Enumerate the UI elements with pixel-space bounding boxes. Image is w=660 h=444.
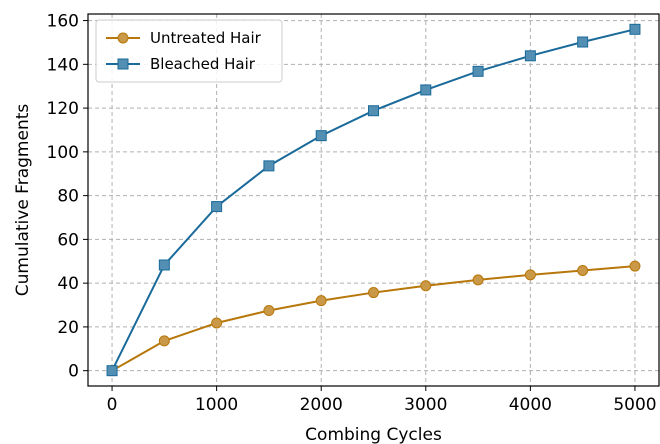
data-point-bleached-hair (211, 201, 223, 213)
data-point-untreated-hair (577, 264, 589, 276)
data-point-bleached-hair (315, 130, 327, 142)
data-point-bleached-hair (577, 36, 589, 48)
legend: Untreated Hair Bleached Hair (95, 19, 283, 83)
y-tick-label: 100 (47, 143, 79, 163)
x-tick-label: 3000 (404, 395, 447, 415)
data-point-untreated-hair (368, 287, 379, 299)
y-tick-label: 140 (47, 55, 79, 75)
data-point-untreated-hair (629, 260, 641, 272)
data-point-untreated-hair (524, 269, 536, 281)
x-axis-title: Combing Cycles (305, 425, 442, 444)
y-tick-label: 80 (57, 187, 79, 207)
legend-swatch-marker (117, 32, 129, 44)
series-bleached-hair (106, 23, 641, 377)
data-point-bleached-hair (263, 160, 275, 172)
data-point-bleached-hair (368, 105, 379, 117)
y-axis-title: Cumulative Fragments (13, 104, 33, 297)
legend-swatch-marker (117, 58, 129, 70)
data-point-untreated-hair (472, 274, 484, 286)
data-point-untreated-hair (211, 317, 223, 329)
data-point-untreated-hair (315, 295, 327, 307)
legend-entry-untreated-hair: Untreated Hair (106, 29, 262, 47)
x-tick-label: 2000 (300, 395, 343, 415)
legend-box (95, 19, 283, 83)
data-point-untreated-hair (263, 305, 275, 317)
axes (83, 13, 660, 391)
data-point-untreated-hair (158, 335, 170, 347)
y-tick-label: 60 (57, 230, 79, 250)
data-point-bleached-hair (106, 365, 118, 377)
x-tick-label: 5000 (613, 395, 656, 415)
x-tick-label: 1000 (195, 395, 238, 415)
plot-frame (87, 13, 660, 387)
legend-label: Untreated Hair (150, 29, 262, 47)
data-point-bleached-hair (524, 50, 536, 62)
tick-labels: 0 1000 2000 3000 4000 5000 0 20 40 60 80 100 120 140 1… (47, 12, 657, 415)
data-point-bleached-hair (158, 259, 170, 271)
legend-entry-bleached-hair: Bleached Hair (106, 55, 256, 73)
x-tick-label: 4000 (509, 395, 552, 415)
data-point-bleached-hair (472, 65, 484, 77)
legend-label: Bleached Hair (150, 55, 256, 73)
y-tick-label: 20 (57, 318, 79, 338)
data-point-untreated-hair (420, 280, 432, 292)
y-tick-label: 0 (68, 362, 79, 382)
series-untreated-hair (106, 260, 641, 377)
x-tick-label: 0 (107, 395, 118, 415)
series-lines (106, 23, 641, 377)
y-tick-label: 40 (57, 274, 79, 294)
series-line-untreated-hair (111, 265, 636, 372)
data-point-bleached-hair (629, 23, 641, 35)
y-tick-label: 120 (47, 99, 79, 119)
y-tick-label: 160 (47, 12, 79, 32)
data-point-bleached-hair (420, 84, 432, 96)
